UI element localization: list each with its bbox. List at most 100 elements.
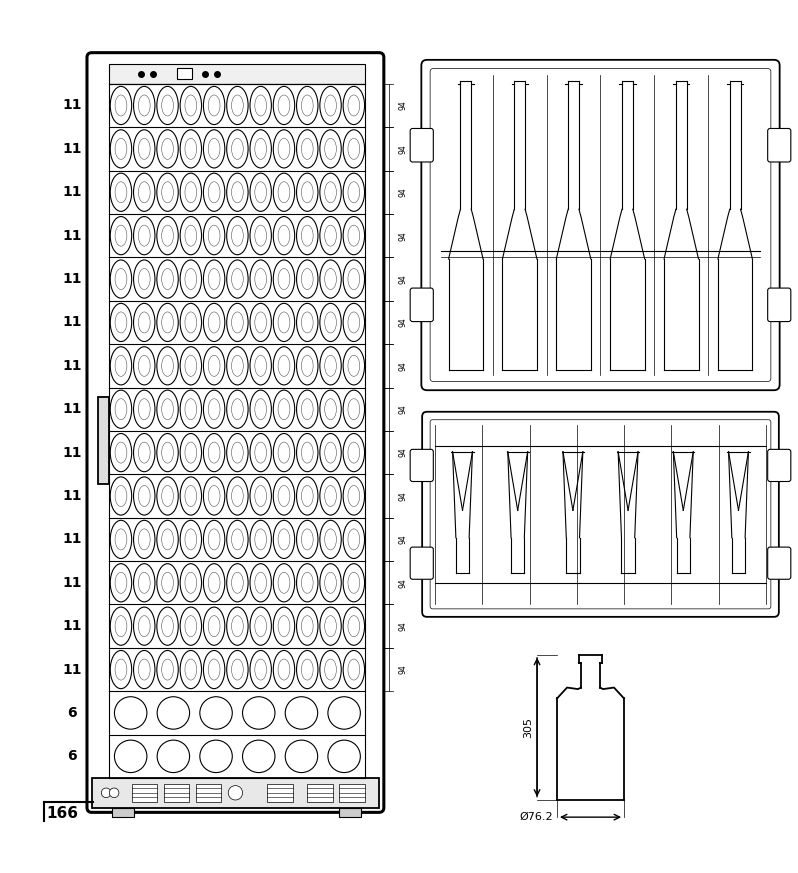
Ellipse shape [278,399,290,420]
Ellipse shape [278,95,290,116]
Text: 94: 94 [398,622,407,631]
Ellipse shape [255,312,267,333]
Ellipse shape [255,225,267,246]
Ellipse shape [325,615,337,636]
Ellipse shape [297,347,318,385]
Ellipse shape [162,225,173,246]
Bar [339,808,361,817]
Ellipse shape [250,650,271,689]
Ellipse shape [157,260,178,299]
Ellipse shape [203,607,225,645]
Ellipse shape [297,520,318,559]
Ellipse shape [231,529,243,550]
Bar [307,784,333,801]
Ellipse shape [227,520,248,559]
Ellipse shape [208,573,220,594]
Ellipse shape [203,477,225,515]
Ellipse shape [343,520,365,559]
Ellipse shape [348,442,360,463]
Text: 6: 6 [67,706,77,720]
Ellipse shape [255,399,267,420]
Ellipse shape [208,138,220,160]
Ellipse shape [208,615,220,636]
Ellipse shape [138,138,150,160]
Ellipse shape [255,355,267,376]
Bar [177,68,192,79]
Ellipse shape [348,269,360,290]
Circle shape [285,740,318,773]
Ellipse shape [208,182,220,203]
Circle shape [228,786,243,800]
Ellipse shape [133,650,155,689]
Text: 94: 94 [398,578,407,588]
Ellipse shape [185,225,197,246]
Ellipse shape [250,260,271,299]
Circle shape [328,740,361,773]
Ellipse shape [162,355,173,376]
Ellipse shape [250,434,271,471]
Ellipse shape [115,138,127,160]
Ellipse shape [110,564,132,601]
Ellipse shape [255,182,267,203]
Ellipse shape [203,347,225,385]
Ellipse shape [110,390,132,429]
Ellipse shape [297,607,318,645]
Ellipse shape [325,269,337,290]
Ellipse shape [227,607,248,645]
Ellipse shape [185,95,197,116]
Ellipse shape [138,355,150,376]
Ellipse shape [231,442,243,463]
Ellipse shape [133,130,155,168]
Bar [164,784,189,801]
FancyBboxPatch shape [422,412,779,617]
Ellipse shape [297,477,318,515]
Ellipse shape [231,485,243,506]
Ellipse shape [348,573,360,594]
Ellipse shape [255,573,267,594]
Ellipse shape [302,659,313,680]
Ellipse shape [185,138,197,160]
FancyBboxPatch shape [768,128,791,162]
Ellipse shape [255,529,267,550]
Ellipse shape [227,217,248,255]
Ellipse shape [133,260,155,299]
Ellipse shape [162,529,173,550]
Ellipse shape [110,434,132,471]
Ellipse shape [302,182,313,203]
Ellipse shape [278,529,290,550]
Ellipse shape [180,347,202,385]
Ellipse shape [133,217,155,255]
Circle shape [109,788,119,798]
Ellipse shape [250,86,271,125]
Text: 94: 94 [398,144,407,154]
Text: 94: 94 [398,188,407,197]
Ellipse shape [250,520,271,559]
Ellipse shape [320,650,342,689]
Ellipse shape [185,312,197,333]
Ellipse shape [231,355,243,376]
Ellipse shape [302,312,313,333]
Bar [339,784,365,801]
Ellipse shape [273,173,294,211]
Ellipse shape [208,269,220,290]
Ellipse shape [138,312,150,333]
Ellipse shape [343,303,365,341]
Ellipse shape [273,434,294,471]
Ellipse shape [227,303,248,341]
Ellipse shape [297,390,318,429]
Ellipse shape [320,520,342,559]
Ellipse shape [325,312,337,333]
Ellipse shape [348,225,360,246]
FancyBboxPatch shape [430,69,771,382]
Ellipse shape [162,573,173,594]
Ellipse shape [185,659,197,680]
Text: 6: 6 [67,749,77,763]
Ellipse shape [255,138,267,160]
Text: 11: 11 [62,359,81,373]
Ellipse shape [203,564,225,601]
Ellipse shape [185,182,197,203]
Bar [109,84,365,778]
Ellipse shape [325,399,337,420]
Ellipse shape [343,173,365,211]
Ellipse shape [302,573,313,594]
